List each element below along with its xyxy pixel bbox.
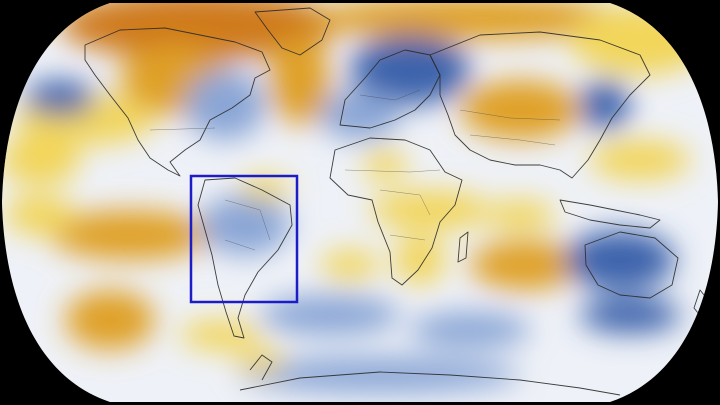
anomaly-blob [320, 90, 400, 140]
border-line [344, 169, 441, 173]
anomaly-blob [270, 35, 330, 125]
coastline-indonesia [559, 199, 661, 229]
coastline-asia [429, 31, 651, 179]
anomaly-blob [60, 3, 340, 60]
anomaly-blob [410, 312, 530, 348]
coastline-australia [584, 231, 679, 299]
anomaly-blob [65, 290, 155, 350]
anomaly-blob [363, 150, 407, 180]
anomaly-blob [240, 357, 520, 393]
anomaly-blob [185, 70, 265, 140]
border-line [389, 234, 426, 241]
coastline-south-america [197, 177, 293, 339]
anomaly-blob [200, 195, 290, 255]
anomaly-field [2, 3, 710, 393]
coastline-antarctica [239, 371, 621, 396]
border-line [149, 127, 216, 131]
border-line [224, 239, 256, 251]
anomaly-blob [580, 80, 630, 130]
anomaly-blob [470, 240, 580, 290]
border-line [359, 89, 421, 101]
borders [149, 89, 561, 251]
anomaly-blob [565, 230, 675, 290]
coastline-madagascar [457, 231, 469, 263]
anomaly-blob [580, 297, 680, 333]
anomaly-blob [240, 176, 290, 200]
anomaly-blob [460, 80, 580, 140]
coastline-greenland [254, 7, 331, 56]
coastline-north-america [84, 27, 271, 177]
anomaly-blob [5, 195, 75, 235]
border-line [224, 199, 271, 241]
anomaly-blob [370, 190, 490, 230]
coastlines [84, 7, 709, 396]
anomaly-blob [25, 80, 95, 116]
anomaly-blob [485, 200, 555, 230]
anomaly-blob [180, 320, 260, 350]
anomaly-blob [320, 250, 380, 280]
anomaly-blob [2, 135, 80, 185]
border-line [469, 134, 556, 146]
coastline-africa [329, 137, 463, 286]
anomaly-blob [395, 235, 445, 285]
region-highlight-box [189, 174, 299, 304]
anomaly-blob [50, 210, 210, 260]
border-line [459, 109, 561, 121]
anomaly-blob [235, 348, 285, 372]
coastline-antarctic-peninsula [249, 354, 273, 381]
anomaly-blob [260, 295, 400, 335]
anomaly-blob [310, 3, 630, 40]
border-line [379, 189, 431, 216]
anomaly-blob [590, 140, 690, 180]
